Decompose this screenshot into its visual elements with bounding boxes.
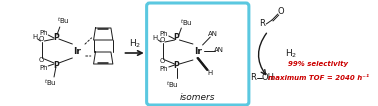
Text: AN: AN	[208, 31, 218, 37]
Text: P: P	[53, 33, 59, 42]
Text: Ir: Ir	[73, 47, 81, 56]
Text: Ph: Ph	[39, 30, 48, 36]
Text: P: P	[174, 33, 180, 43]
FancyBboxPatch shape	[147, 3, 249, 105]
Text: $^t$Bu: $^t$Bu	[180, 17, 193, 27]
Text: O: O	[277, 8, 284, 17]
Text: R: R	[259, 20, 265, 29]
Text: O: O	[160, 37, 165, 43]
Text: OH: OH	[262, 73, 275, 82]
Text: H: H	[153, 35, 158, 41]
Text: Ph: Ph	[160, 66, 168, 72]
Text: P: P	[53, 61, 59, 70]
Text: H: H	[208, 70, 213, 76]
Text: maximum TOF = 2040 h⁻¹: maximum TOF = 2040 h⁻¹	[268, 75, 369, 81]
Text: AN: AN	[214, 47, 224, 53]
Text: $^t$Bu: $^t$Bu	[57, 15, 70, 26]
Text: 99% selectivity: 99% selectivity	[288, 61, 349, 67]
Text: H: H	[32, 34, 37, 40]
Text: $^t$Bu: $^t$Bu	[44, 77, 57, 89]
Text: Ph: Ph	[160, 31, 168, 37]
Text: H$_2$: H$_2$	[285, 48, 297, 60]
Text: O: O	[160, 58, 165, 64]
Text: H$_2$: H$_2$	[129, 38, 141, 50]
Text: R: R	[250, 73, 256, 82]
Text: isomers: isomers	[180, 93, 215, 103]
Text: O: O	[39, 57, 44, 63]
Text: O: O	[39, 36, 44, 42]
Text: P: P	[174, 61, 180, 70]
Text: Ir: Ir	[194, 47, 202, 56]
Text: $^t$Bu: $^t$Bu	[166, 79, 179, 89]
Text: Ph: Ph	[39, 65, 48, 71]
